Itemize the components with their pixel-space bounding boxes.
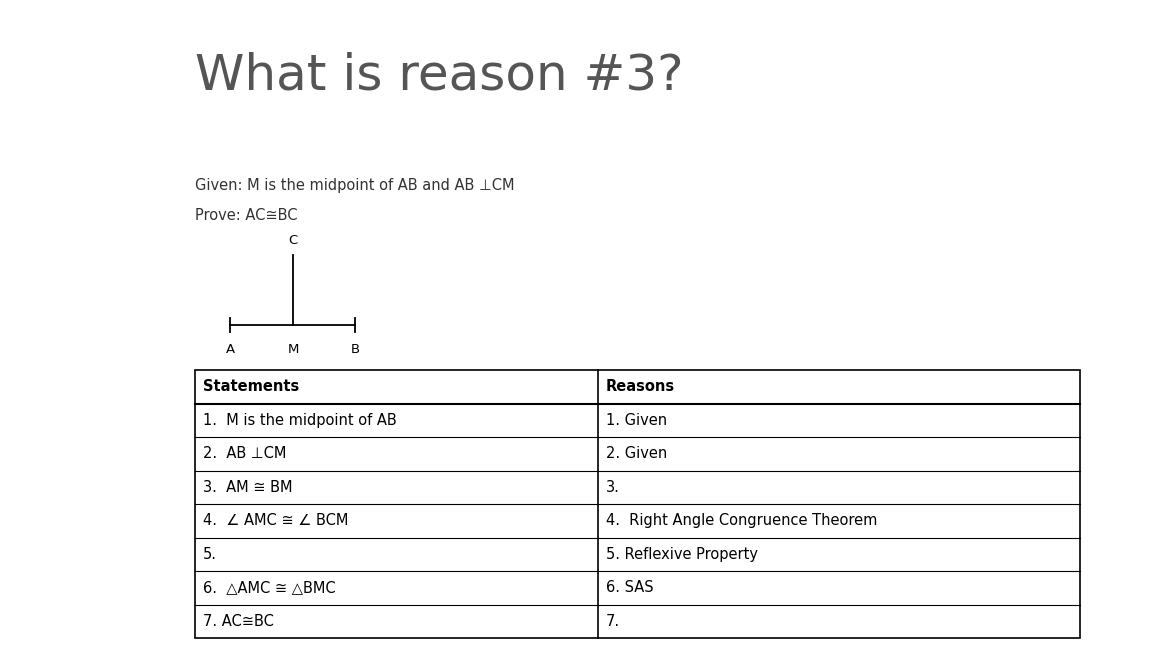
Text: 6.  △AMC ≅ △BMC: 6. △AMC ≅ △BMC — [204, 580, 336, 595]
Text: What is reason #3?: What is reason #3? — [195, 52, 683, 100]
Text: 7.: 7. — [606, 614, 620, 629]
Text: 6. SAS: 6. SAS — [606, 580, 653, 595]
Text: 5.: 5. — [204, 547, 216, 562]
Text: Given: M is the midpoint of AB and AB ⊥CM: Given: M is the midpoint of AB and AB ⊥C… — [195, 178, 515, 193]
Text: 5. Reflexive Property: 5. Reflexive Property — [606, 547, 758, 562]
Text: 2.  AB ⊥CM: 2. AB ⊥CM — [204, 446, 287, 461]
Text: M: M — [288, 343, 298, 356]
Text: Prove: AC≅BC: Prove: AC≅BC — [195, 208, 297, 223]
Text: C: C — [288, 234, 297, 247]
Text: 1.  M is the midpoint of AB: 1. M is the midpoint of AB — [204, 413, 397, 428]
Text: A: A — [226, 343, 234, 356]
Text: Statements: Statements — [204, 379, 300, 394]
Text: 1. Given: 1. Given — [606, 413, 667, 428]
Text: B: B — [351, 343, 359, 356]
Text: 7. AC≅BC: 7. AC≅BC — [204, 614, 274, 629]
Text: Reasons: Reasons — [606, 379, 675, 394]
Text: 3.: 3. — [606, 480, 620, 495]
Text: 4.  Right Angle Congruence Theorem: 4. Right Angle Congruence Theorem — [606, 513, 878, 528]
Text: 3.  AM ≅ BM: 3. AM ≅ BM — [204, 480, 292, 495]
Text: 2. Given: 2. Given — [606, 446, 667, 461]
Bar — [195, 370, 1080, 638]
Text: 4.  ∠ AMC ≅ ∠ BCM: 4. ∠ AMC ≅ ∠ BCM — [204, 513, 349, 528]
